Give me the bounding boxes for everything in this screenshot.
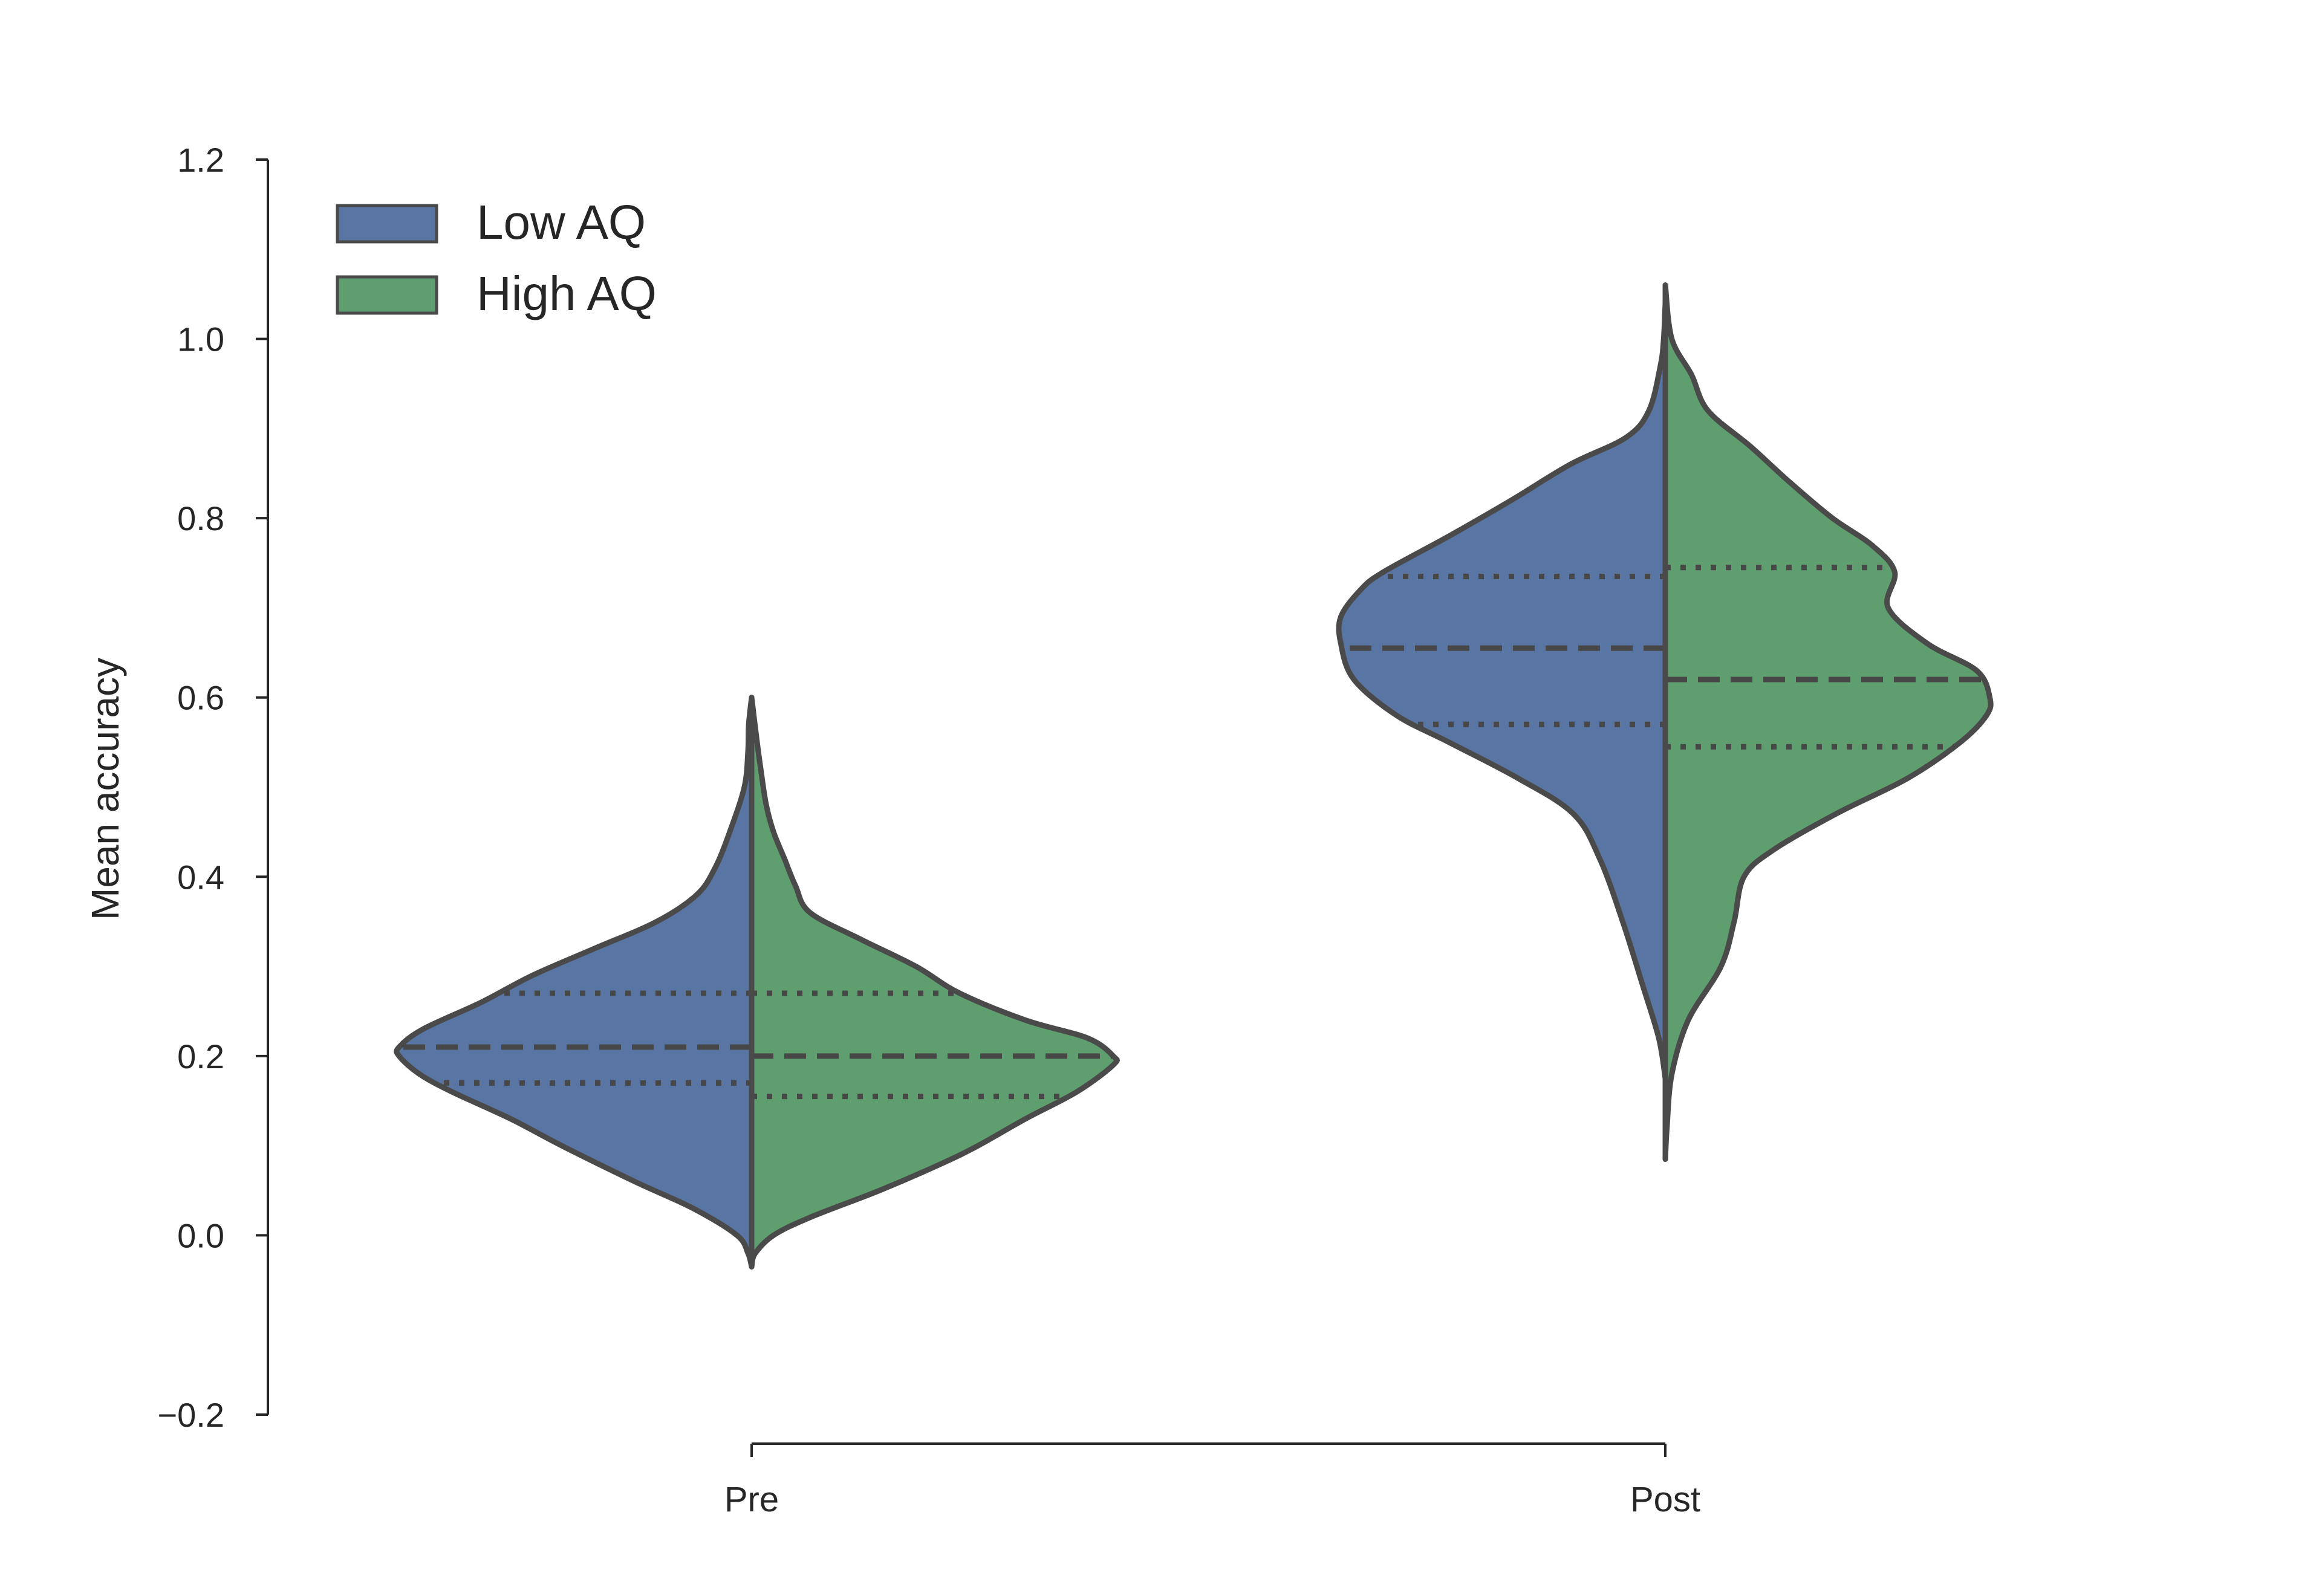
legend: Low AQ High AQ xyxy=(336,195,657,320)
legend-swatch xyxy=(336,204,438,244)
legend-label: Low AQ xyxy=(476,195,646,249)
x-tick-label: Pre xyxy=(724,1480,779,1519)
y-tick-label: 0.4 xyxy=(177,858,224,896)
y-axis-ticks: −0.2 0.0 0.2 0.4 0.6 0.8 1.0 1.2 xyxy=(157,141,268,1434)
violin-left-post xyxy=(1336,300,1668,1082)
violin-right-post xyxy=(1662,282,1994,1162)
y-tick-label: −0.2 xyxy=(157,1396,224,1434)
violin-left-pre xyxy=(394,695,755,1270)
y-tick-label: 0.6 xyxy=(177,679,224,717)
violin-right-pre xyxy=(749,695,1120,1270)
x-tick-label: Post xyxy=(1630,1480,1700,1519)
axes-layer: −0.2 0.0 0.2 0.4 0.6 0.8 1.0 1.2 Pre Post Mean a… xyxy=(83,141,1700,1519)
y-tick-label: 1.2 xyxy=(177,141,224,179)
violins-layer xyxy=(394,282,1994,1270)
legend-swatch xyxy=(336,275,438,315)
y-axis-title: Mean accuracy xyxy=(83,658,127,920)
legend-label: High AQ xyxy=(476,267,657,320)
y-tick-label: 0.2 xyxy=(177,1037,224,1075)
y-tick-label: 1.0 xyxy=(177,320,224,358)
y-tick-label: 0.0 xyxy=(177,1216,224,1254)
x-axis-ticks: Pre Post xyxy=(724,1444,1700,1519)
y-tick-label: 0.8 xyxy=(177,499,224,537)
